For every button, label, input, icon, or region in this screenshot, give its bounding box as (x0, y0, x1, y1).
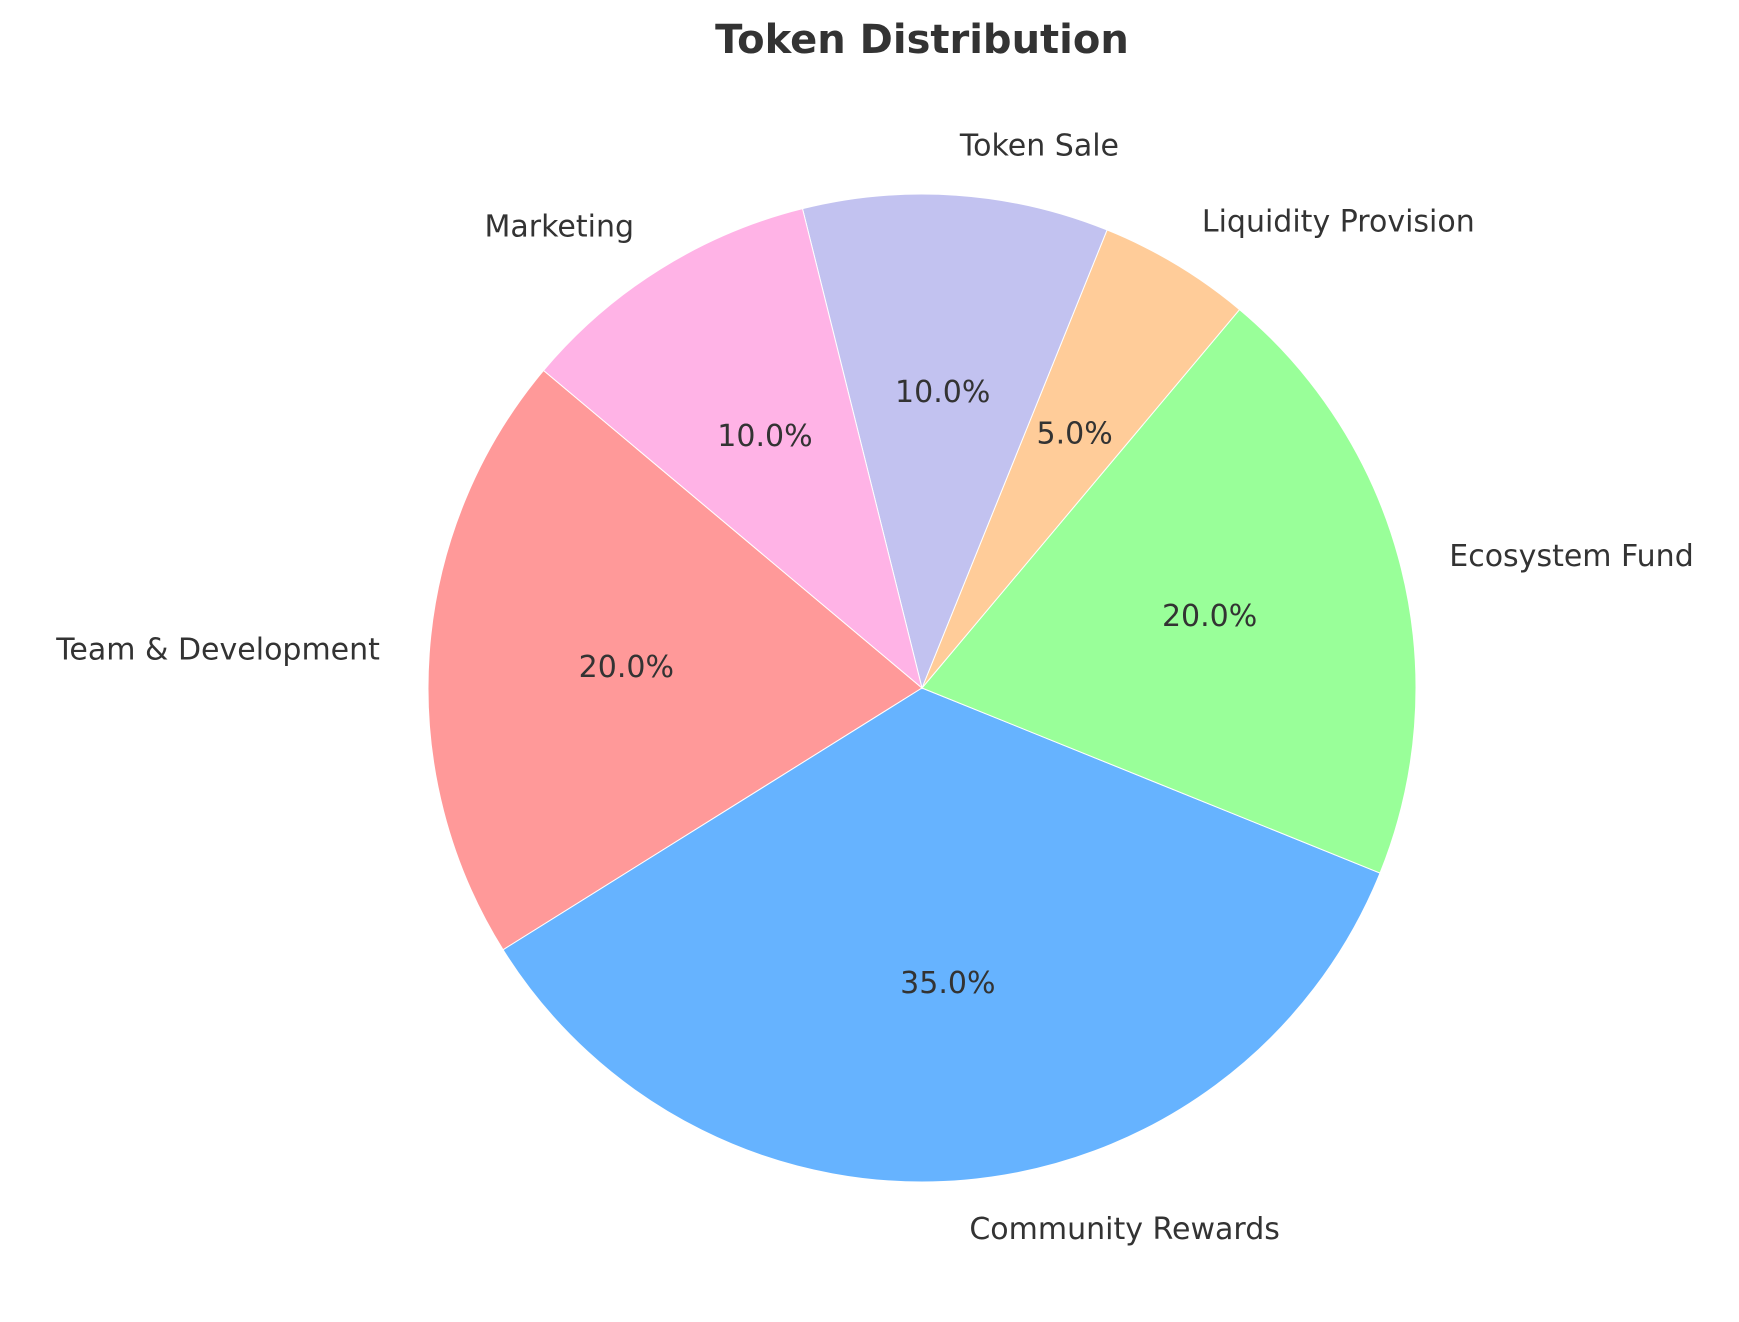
pie-slice-ecosystem-fund (921, 308, 1417, 874)
pie-slices (427, 193, 1417, 1183)
pie-slice-marketing (542, 208, 923, 690)
slice-label-token-sale: Token Sale (959, 128, 1119, 163)
slice-label-ecosystem-fund: Ecosystem Fund (1449, 539, 1693, 574)
pie-labels: Team & Development 20.0% Community Rewards… (55, 128, 1694, 1246)
slice-label-liquidity-provision: Liquidity Provision (1202, 205, 1475, 240)
slice-label-community-rewards: Community Rewards (969, 1212, 1280, 1247)
pie-slice-community-rewards (502, 687, 1381, 1183)
pie-slice-team-and-development (427, 369, 923, 951)
slice-label-team-and-development: Team & Development (55, 633, 380, 668)
slice-percent-team-and-development: 20.0% (579, 650, 674, 685)
pie-slice-token-sale (801, 193, 1108, 690)
slice-label-marketing: Marketing (485, 210, 635, 245)
slice-percent-marketing: 10.0% (717, 419, 812, 454)
slice-percent-liquidity-provision: 5.0% (1037, 416, 1113, 451)
slice-percent-token-sale: 10.0% (895, 375, 990, 410)
pie-slice-liquidity-provision (921, 229, 1241, 689)
slice-percent-community-rewards: 35.0% (900, 966, 995, 1001)
chart-title: Token Distribution (715, 17, 1129, 63)
slice-percent-ecosystem-fund: 20.0% (1162, 599, 1257, 634)
